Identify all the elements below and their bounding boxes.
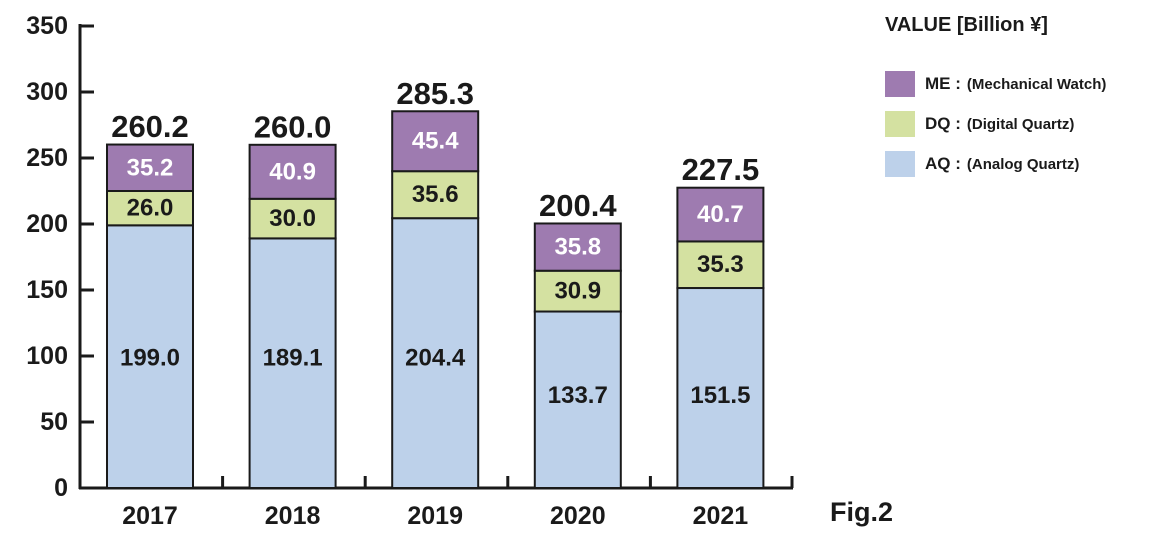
value-label-me-2018: 40.9 [269,158,316,185]
value-label-me-2021: 40.7 [697,201,744,228]
value-label-me-2019: 45.4 [412,128,459,155]
legend-item-dq: DQ : (Digital Quartz) [885,111,1165,137]
value-label-aq-2018: 189.1 [263,345,323,372]
total-label-2020: 200.4 [539,188,617,223]
legend-item-me: ME : (Mechanical Watch) [885,71,1165,97]
bar-me-2019 [391,110,480,173]
y-tick-label-200: 200 [26,210,68,238]
legend: VALUE [Billion ¥] ME : (Mechanical Watch… [885,14,1165,177]
legend-abbr-dq: DQ : [925,114,961,133]
y-tick-label-150: 150 [26,276,68,304]
legend-title: VALUE [Billion ¥] [885,14,1048,36]
value-label-me-2017: 35.2 [127,154,174,181]
x-tick-label-2018: 2018 [265,502,321,530]
bar-me-2017 [106,143,194,192]
bar-aq-2021 [676,287,765,489]
bar-dq-2021 [676,240,765,290]
figure-label: Fig.2 [830,497,894,527]
bar-dq-2019 [391,170,480,220]
total-label-2018: 260.0 [254,109,332,144]
x-tick-label-2020: 2020 [550,502,606,530]
bar-me-2021 [676,186,765,243]
value-label-aq-2020: 133.7 [548,382,608,409]
y-tick-label-250: 250 [26,144,68,172]
x-tick-label-2017: 2017 [122,502,178,530]
bar-me-2018 [248,143,337,200]
stacked-bar-chart: 0 50 100 150 200 250 300 350 199.0 26.0 35.2 260.2 2… [26,12,794,530]
x-tick-label-2019: 2019 [407,502,463,530]
legend-desc-dq: (Digital Quartz) [966,115,1075,133]
y-tick-label-100: 100 [26,342,68,370]
y-tick-label-300: 300 [26,78,68,106]
total-label-2021: 227.5 [682,152,760,187]
y-tick-label-350: 350 [26,12,68,40]
bar-aq-2018 [248,237,337,489]
bar-aq-2020 [533,310,622,489]
bar-aq-2017 [106,224,194,489]
legend-abbr-aq: AQ : [925,154,961,173]
bar-dq-2020 [533,269,622,313]
bar-me-2020 [533,222,622,272]
legend-swatch-dq [885,111,915,137]
legend-item-aq: AQ : (Analog Quartz) [885,151,1165,177]
legend-swatch-me [885,71,915,97]
legend-desc-aq: (Analog Quartz) [966,155,1080,173]
y-tick-label-0: 0 [54,474,68,502]
value-label-dq-2021: 35.3 [697,251,744,278]
value-label-aq-2021: 151.5 [690,382,750,409]
legend-desc-me: (Mechanical Watch) [966,75,1107,93]
value-label-me-2020: 35.8 [554,234,601,261]
legend-swatch-aq [885,151,915,177]
x-tick-label-2021: 2021 [693,502,749,530]
y-tick-label-50: 50 [40,408,68,436]
legend-abbr-me: ME : [925,74,961,93]
total-label-2019: 285.3 [396,76,474,111]
value-label-dq-2019: 35.6 [412,181,459,208]
total-label-2017: 260.2 [111,109,189,144]
bar-dq-2018 [248,197,337,240]
value-label-dq-2020: 30.9 [554,278,601,305]
value-label-dq-2017: 26.0 [127,195,174,222]
value-label-aq-2017: 199.0 [120,345,180,372]
value-label-dq-2018: 30.0 [269,205,316,232]
value-label-aq-2019: 204.4 [405,345,466,372]
